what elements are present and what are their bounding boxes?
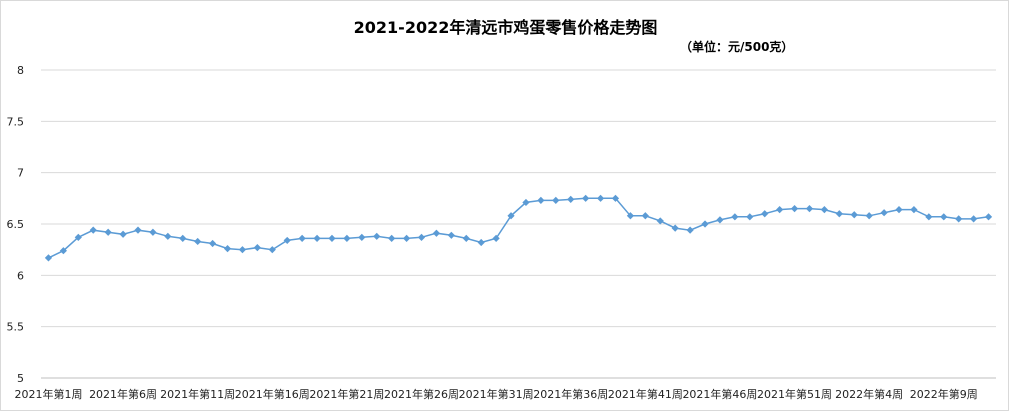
data-point	[701, 220, 709, 228]
data-point	[462, 234, 470, 242]
data-point	[507, 212, 515, 220]
chart-title: 2021-2022年清远市鸡蛋零售价格走势图	[353, 18, 658, 37]
series-line	[48, 197, 989, 259]
y-tick-label: 5	[17, 372, 24, 385]
data-point	[746, 213, 754, 221]
data-point	[298, 234, 306, 242]
y-tick-label: 7	[17, 167, 24, 180]
data-point	[417, 233, 426, 241]
data-point	[567, 195, 575, 203]
data-point	[432, 229, 441, 237]
data-point	[104, 228, 112, 236]
data-point	[880, 209, 888, 217]
x-tick-label: 2021年第16周	[235, 387, 310, 401]
data-point	[343, 234, 351, 242]
data-point	[611, 194, 620, 202]
data-point	[522, 198, 530, 207]
data-point	[477, 238, 485, 247]
x-axis-ticks: 2021年第1周 2021年第6周 2021年第11周 2021年第16周 2021年第…	[14, 387, 977, 401]
data-point	[164, 232, 172, 240]
x-tick-label: 2021年第26周	[384, 387, 459, 401]
data-point	[940, 213, 948, 221]
data-point	[955, 215, 963, 223]
data-point	[328, 234, 336, 242]
data-point	[910, 206, 918, 214]
data-point	[59, 247, 67, 255]
data-point	[552, 196, 560, 204]
y-tick-label: 6.5	[7, 218, 25, 231]
data-point	[582, 194, 590, 202]
data-point	[537, 196, 545, 204]
data-point	[970, 215, 978, 223]
data-point	[134, 226, 142, 234]
data-point	[656, 217, 664, 225]
y-axis-ticks: 5 5.5 6 6.5 7 7.5 8	[7, 64, 25, 385]
data-point	[179, 234, 187, 242]
data-point	[253, 244, 261, 252]
data-point	[671, 224, 679, 232]
data-point	[283, 236, 291, 245]
data-point	[865, 212, 873, 220]
data-point	[596, 194, 605, 202]
data-point	[149, 228, 157, 236]
data-point	[776, 206, 784, 214]
x-tick-label: 2021年第6周	[89, 387, 157, 401]
x-tick-label: 2021年第46周	[682, 387, 757, 401]
y-tick-label: 7.5	[7, 115, 25, 128]
data-point	[641, 212, 649, 220]
y-tick-label: 5.5	[7, 321, 25, 334]
x-tick-label: 2021年第1周	[14, 387, 82, 401]
data-point	[268, 246, 276, 254]
data-point	[44, 254, 53, 262]
data-point	[686, 226, 694, 234]
data-point	[761, 210, 769, 218]
data-point	[850, 211, 858, 219]
chart-subtitle: （单位：元/500克）	[680, 40, 794, 54]
data-point	[373, 232, 381, 240]
series-layer	[44, 194, 993, 262]
x-tick-label: 2022年第4周	[835, 387, 903, 401]
data-point	[731, 213, 739, 221]
data-point	[626, 212, 635, 220]
data-point	[313, 234, 321, 242]
x-tick-label: 2021年第31周	[459, 387, 534, 401]
x-tick-label: 2021年第11周	[160, 387, 235, 401]
x-tick-label: 2021年第21周	[309, 387, 384, 401]
data-point	[492, 234, 500, 242]
data-point	[209, 239, 217, 248]
gridlines	[41, 69, 996, 379]
data-point	[925, 213, 933, 221]
data-point	[89, 226, 97, 234]
data-point	[790, 205, 799, 213]
x-tick-label: 2021年第36周	[533, 387, 608, 401]
x-tick-label: 2021年第41周	[608, 387, 683, 401]
data-point	[805, 205, 814, 213]
x-tick-label: 2022年第9周	[910, 387, 978, 401]
data-point	[820, 206, 828, 214]
data-point	[447, 231, 455, 239]
data-point	[358, 233, 366, 241]
data-point	[119, 230, 127, 238]
x-tick-label: 2021年第51周	[757, 387, 832, 401]
data-point	[74, 233, 82, 241]
data-point	[238, 246, 247, 254]
data-point	[835, 210, 843, 218]
y-tick-label: 8	[17, 64, 24, 77]
data-point	[984, 213, 993, 221]
data-point	[194, 237, 202, 246]
data-point	[895, 206, 903, 214]
y-tick-label: 6	[17, 269, 24, 282]
data-point	[388, 234, 396, 242]
data-point	[716, 216, 724, 224]
data-point	[402, 234, 411, 242]
data-point	[223, 245, 232, 253]
